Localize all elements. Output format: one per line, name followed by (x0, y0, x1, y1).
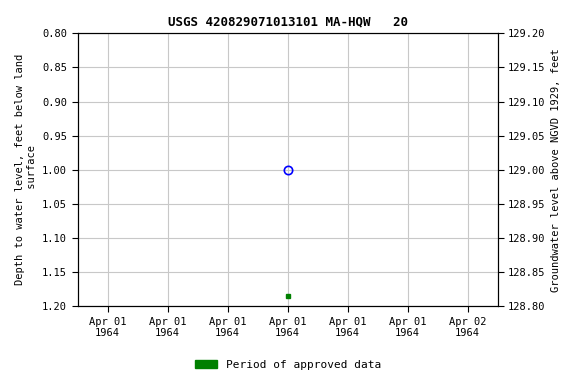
Legend: Period of approved data: Period of approved data (191, 356, 385, 375)
Y-axis label: Groundwater level above NGVD 1929, feet: Groundwater level above NGVD 1929, feet (551, 48, 561, 292)
Y-axis label: Depth to water level, feet below land
 surface: Depth to water level, feet below land su… (15, 54, 37, 285)
Title: USGS 420829071013101 MA-HQW   20: USGS 420829071013101 MA-HQW 20 (168, 15, 408, 28)
